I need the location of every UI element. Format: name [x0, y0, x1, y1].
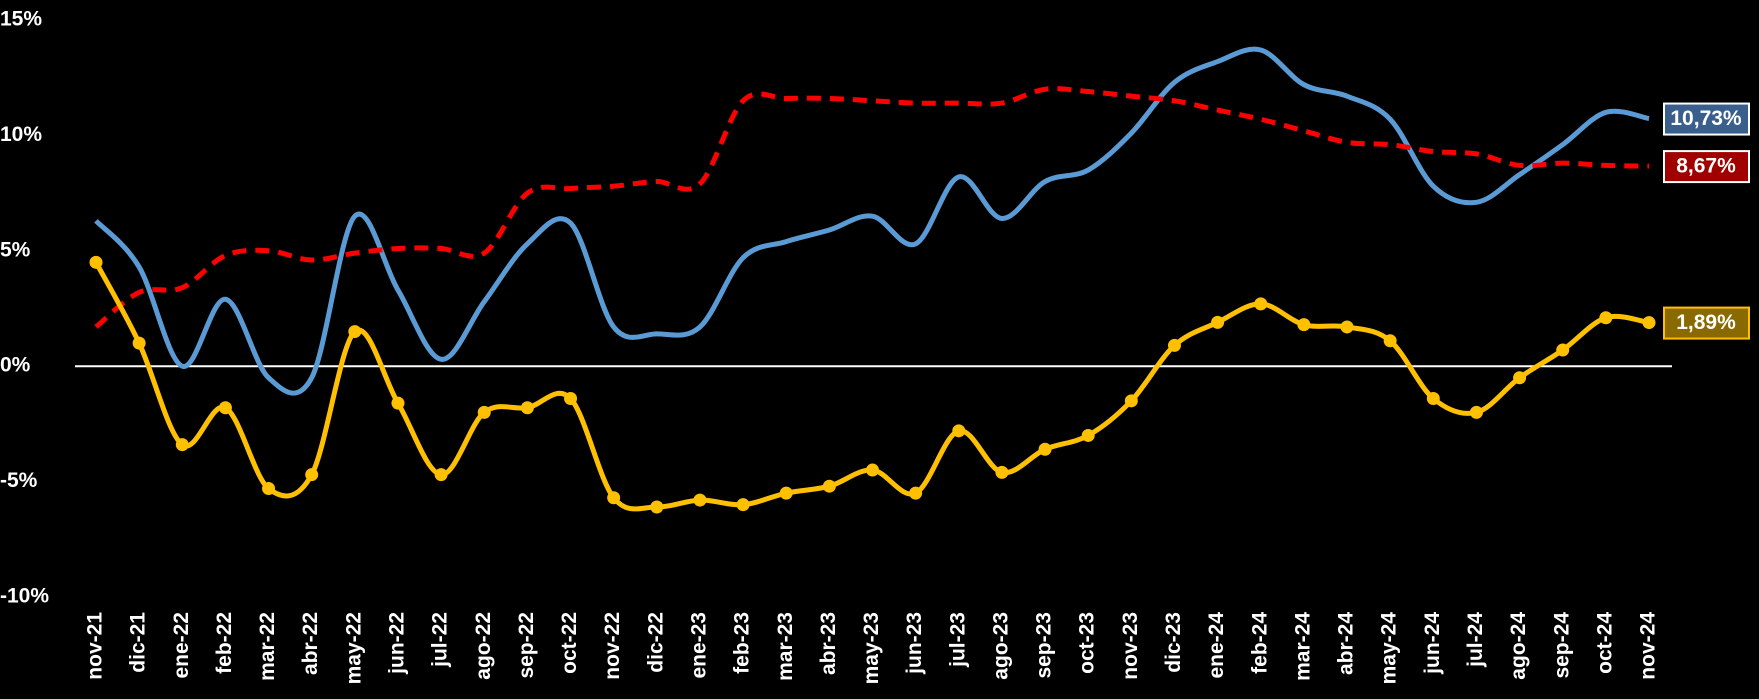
x-tick-label: ago-24 [1507, 612, 1530, 680]
point [866, 463, 879, 477]
x-tick-label: jun-23 [903, 612, 926, 675]
x-tick-label: ago-22 [472, 612, 495, 680]
y-tick-label: -10% [0, 585, 49, 608]
x-tick-label: dic-21 [127, 612, 150, 673]
x-tick-label: jul-24 [1464, 612, 1487, 668]
point [995, 465, 1009, 479]
end-label: 8,67% [1663, 150, 1750, 184]
x-tick-label: nov-21 [84, 612, 107, 680]
x-tick-label: ene-22 [170, 612, 193, 679]
x-tick-label: feb-24 [1248, 612, 1271, 674]
x-tick-label: feb-23 [731, 612, 754, 674]
point [1642, 316, 1656, 330]
end-label-box [1663, 306, 1750, 340]
point [822, 479, 836, 493]
x-tick-label: nov-24 [1637, 612, 1660, 680]
x-tick-label: may-24 [1378, 612, 1401, 685]
point [1426, 392, 1440, 406]
x-tick-label: mar-23 [774, 612, 797, 681]
point [520, 401, 534, 415]
point [1211, 315, 1225, 329]
x-tick-label: nov-23 [1119, 612, 1142, 680]
x-tick-label: sep-23 [1033, 612, 1056, 679]
end-label-box [1663, 150, 1750, 184]
x-tick-label: jun-22 [386, 612, 409, 675]
x-tick-label: oct-24 [1593, 612, 1616, 674]
point [952, 424, 966, 438]
point [132, 336, 146, 350]
end-label-box [1663, 102, 1750, 136]
point [909, 486, 923, 500]
point [391, 396, 405, 410]
y-tick-label: 15% [0, 8, 42, 31]
x-tick-label: sep-22 [515, 612, 538, 679]
x-tick-label: dic-23 [1162, 612, 1185, 673]
point [693, 493, 707, 507]
x-tick-label: abr-22 [299, 612, 322, 675]
point [1469, 405, 1483, 419]
x-tick-label: ene-24 [1205, 612, 1228, 679]
end-label-text: 10,73% [1670, 107, 1742, 130]
x-tick-label: feb-22 [213, 612, 236, 674]
point [1513, 371, 1527, 385]
point [262, 482, 276, 496]
x-tick-label: sep-24 [1550, 612, 1573, 679]
x-tick-label: mar-22 [256, 612, 279, 681]
point [175, 438, 189, 452]
x-tick-label: mar-24 [1291, 612, 1314, 681]
point [305, 468, 319, 482]
point [1599, 311, 1613, 325]
point [1124, 394, 1138, 408]
y-tick-label: 10% [0, 123, 42, 146]
point [1038, 442, 1052, 456]
end-label: 1,89% [1663, 306, 1750, 340]
point [1081, 428, 1095, 442]
y-tick-label: 5% [0, 238, 31, 261]
x-tick-label: ene-23 [687, 612, 710, 679]
point [564, 392, 578, 406]
point [348, 325, 362, 339]
point [1340, 320, 1354, 334]
point [607, 491, 621, 505]
point [1254, 297, 1268, 311]
point [89, 255, 103, 269]
x-tick-label: dic-22 [644, 612, 667, 673]
y-tick-label: 0% [0, 354, 31, 377]
series-line [94, 86, 1650, 329]
x-tick-label: jun-24 [1421, 612, 1444, 675]
point [779, 486, 793, 500]
x-tick-label: oct-22 [558, 612, 581, 674]
x-tick-label: nov-22 [601, 612, 624, 680]
y-tick-label: -5% [0, 469, 38, 492]
x-tick-label: may-23 [860, 612, 883, 684]
point [218, 401, 232, 415]
point [1297, 318, 1311, 332]
x-tick-label: may-22 [342, 612, 365, 684]
x-tick-label: oct-23 [1076, 612, 1099, 674]
point [736, 498, 750, 512]
end-label-text: 1,89% [1676, 311, 1736, 334]
series-line [94, 46, 1650, 396]
point [1383, 334, 1397, 348]
end-label-text: 8,67% [1676, 155, 1736, 178]
point [1167, 338, 1181, 352]
point [650, 500, 664, 514]
end-label: 10,73% [1663, 102, 1750, 136]
point [477, 405, 491, 419]
point [1556, 343, 1570, 357]
x-tick-label: abr-23 [817, 612, 840, 675]
x-tick-label: ago-23 [989, 612, 1012, 680]
point [434, 468, 448, 482]
x-tick-label: abr-24 [1335, 612, 1358, 675]
x-tick-label: jul-23 [946, 612, 969, 668]
x-tick-label: jul-22 [429, 612, 452, 668]
